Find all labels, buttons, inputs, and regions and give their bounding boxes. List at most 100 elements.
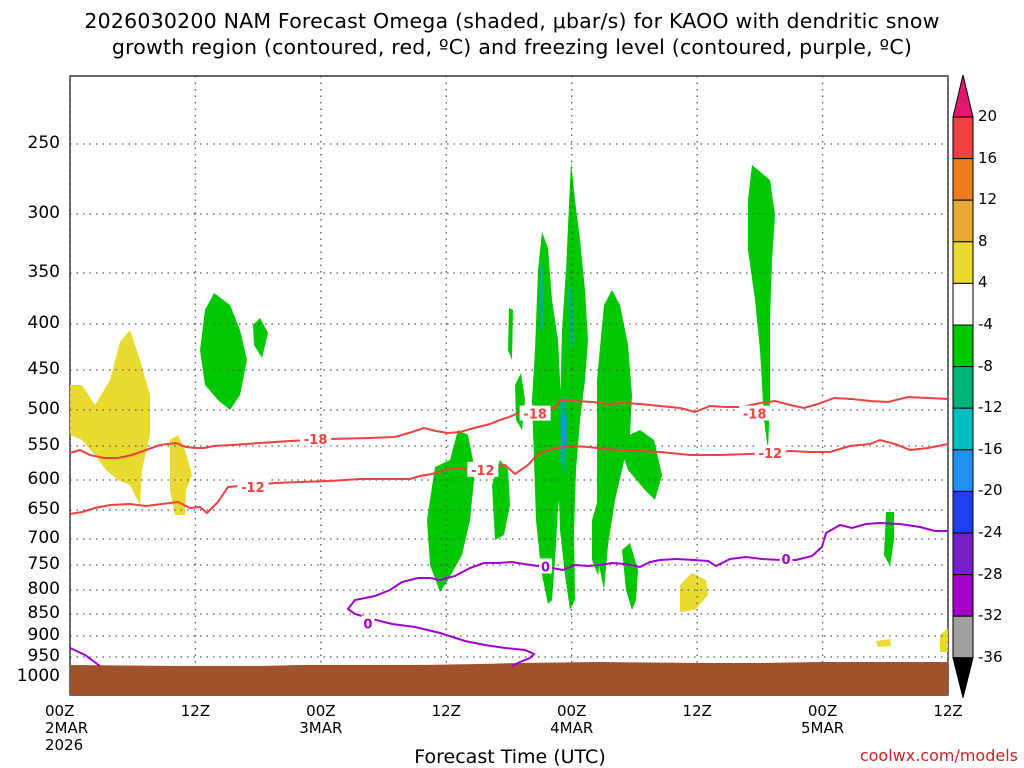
x-tick-label-84-line1: 12Z [933,702,963,720]
colorbar-bin-5 [952,282,974,326]
contour-label-1: -18 [523,408,547,423]
y-tick-label-450: 450 [27,359,60,379]
colorbar-label-10: -24 [978,523,1003,541]
contour-label-8: 0 [781,553,790,568]
colorbar-label-6: -8 [978,356,993,375]
contour-label-bg-6 [361,615,375,631]
colorbar-bin-4 [952,241,974,284]
colorbar-label-4: 4 [978,273,988,292]
colorbar-bottom-arrow [952,657,974,698]
contour-label-5: -12 [759,447,783,462]
omega-area-yellow-3 [680,573,708,612]
x-tick-label-24-line2: 3MAR [299,719,343,737]
contour-label-2: -18 [743,408,767,423]
colorbar-label-5: -4 [978,315,993,333]
colorbar-top-arrow [952,74,974,118]
contour-label-3: -12 [241,481,265,496]
omega-shading [70,162,948,652]
freezing-contours [69,521,948,667]
x-tick-label-60-line1: 12Z [682,702,712,720]
omega-area-teal-3 [568,285,574,350]
x-tick-label-48-line1: 00Z [557,702,587,720]
y-tick-label-400: 400 [27,313,60,333]
y-tick-label-550: 550 [27,435,60,455]
contour-label-7: 0 [541,561,550,576]
gridlines [69,76,949,695]
colorbar-bin-12 [952,574,974,617]
y-tick-label-750: 750 [27,554,60,574]
contour-label-bg-4 [467,461,499,477]
x-tick-label-72-line2: 5MAR [800,719,845,737]
omega-area-green-6 [508,308,513,360]
colorbar-bin-11 [952,532,974,576]
contour-label-bg-5 [754,444,786,460]
colorbar-label-0: 20 [978,107,998,125]
colorbar-label-7: -12 [978,398,1003,417]
colorbar-bin-8 [952,407,974,451]
colorbar-label-13: -36 [978,647,1003,666]
omega-area-blue-1 [562,415,566,450]
x-tick-label-72-line1: 00Z [807,702,838,720]
omega-area-green-10 [597,290,632,590]
colorbar-label-11: -28 [978,564,1003,583]
y-tick-label-850: 850 [27,603,60,623]
chart-title-line2: growth region (contoured, red, ºC) and f… [111,35,913,59]
omega-area-green-12 [622,543,638,610]
y-tick-label-700: 700 [27,528,60,548]
colorbar-label-9: -20 [978,481,1003,500]
colorbar-label-8: -16 [978,439,1003,458]
x-tick-label-48-line2: 4MAR [550,719,594,737]
omega-area-teal-1 [540,263,544,330]
omega-area-green-11 [618,430,662,500]
y-tick-label-1000: 1000 [16,666,60,686]
x-tick-label-0-line2: 2MAR [45,719,89,737]
colorbar-label-12: -32 [978,606,1003,625]
chart-title-line1: 2026030200 NAM Forecast Omega (shaded, μ… [84,9,940,33]
colorbar-label-2: 12 [978,190,998,209]
contour-label-0: -18 [304,433,328,448]
contour-label-6: 0 [363,618,372,633]
colorbar-bin-6 [952,324,974,368]
colorbar-bin-2 [952,158,974,201]
contour-labels: -18 -18 -18 -12 -12 -12 0 0 0 [237,405,793,633]
chart-title: 2026030200 NAM Forecast Omega (shaded, μ… [0,8,1024,60]
omega-area-yellow-1 [70,330,150,505]
contour-label-bg-3 [237,479,269,495]
x-axis-title: Forecast Time (UTC) [414,746,606,768]
colorbar-bin-13 [952,615,974,659]
plot-frame [69,75,949,696]
y-tick-label-500: 500 [27,399,60,419]
contour-label-bg-8 [779,550,793,566]
omega-area-green-8 [558,162,588,610]
omega-area-green-3 [427,430,475,592]
omega-area-green-2 [253,318,268,358]
y-tick-label-900: 900 [27,625,60,645]
y-tick-label-300: 300 [27,203,60,223]
contour-label-4: -12 [471,464,495,479]
x-tick-label-36-line1: 12Z [431,702,461,720]
colorbar-bin-10 [952,490,974,534]
y-tick-label-950: 950 [27,646,60,666]
x-tick-label-0-line3: 2026 [45,736,84,754]
x-tick-label-12-line1: 12Z [180,702,211,720]
contour-label-bg-0 [300,430,332,446]
colorbar-bin-7 [952,366,974,409]
dgz-contour-minus18 [69,395,949,459]
x-tick-label-0-line1: 00Z [45,702,75,720]
terrain-ground [70,662,948,695]
omega-area-green-1 [200,293,247,410]
omega-area-yellow-2 [170,435,192,515]
colorbar-label-3: 8 [978,231,988,250]
colorbar-bin-1 [952,116,974,160]
contour-label-bg-2 [739,405,771,421]
omega-area-yellow-5 [940,628,948,652]
omega-area-yellow-4 [876,639,891,647]
colorbar-bin-3 [952,199,974,243]
colorbar-bin-9 [952,449,974,492]
credit-link[interactable]: coolwx.com/models [859,746,1018,765]
y-tick-label-600: 600 [27,469,60,489]
y-tick-label-800: 800 [27,579,60,599]
y-tick-label-650: 650 [27,499,60,519]
colorbar [952,74,974,698]
colorbar-label-1: 16 [978,148,998,167]
